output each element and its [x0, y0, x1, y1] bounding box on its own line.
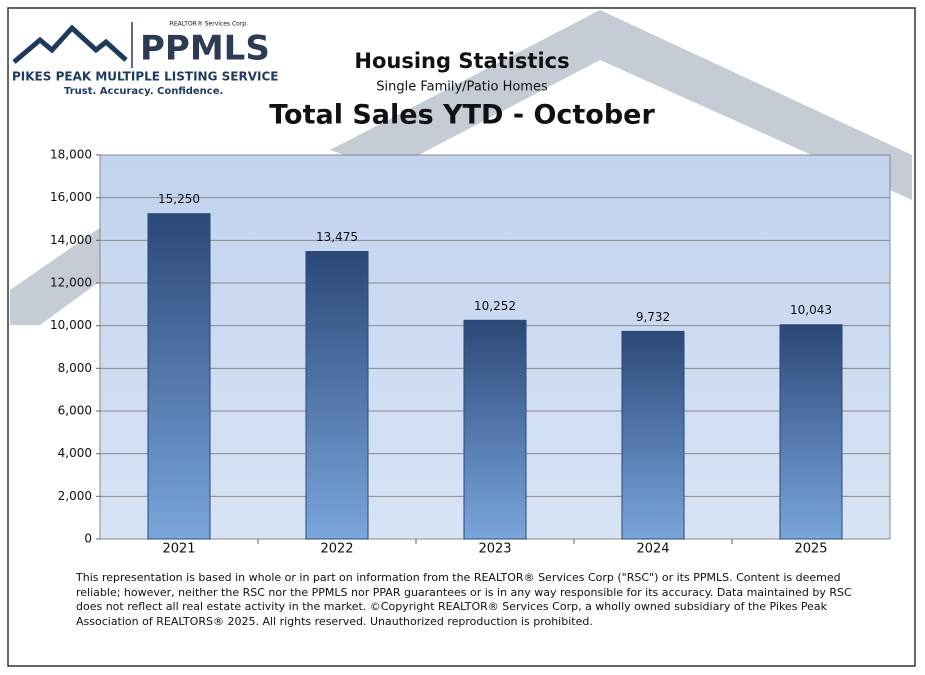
watermark	[330, 10, 912, 200]
chart-heading: Total Sales YTD - October	[269, 100, 655, 131]
x-tick-label: 2022	[320, 542, 353, 557]
y-tick-label: 0	[84, 532, 92, 546]
y-tick-label: 6,000	[58, 404, 92, 418]
value-label: 10,043	[790, 303, 832, 317]
x-tick-label: 2024	[636, 542, 669, 557]
x-tick-label: 2025	[794, 542, 827, 557]
value-label: 10,252	[474, 299, 516, 313]
y-tick-label: 18,000	[50, 148, 92, 162]
logo-mountains	[12, 24, 128, 64]
y-tick-label: 2,000	[58, 489, 92, 503]
bar	[621, 330, 685, 540]
logo-name: PIKES PEAK MULTIPLE LISTING SERVICE	[12, 70, 278, 84]
chart-title: Housing Statistics	[354, 49, 569, 73]
value-label: 9,732	[636, 310, 670, 324]
y-tick-label: 16,000	[50, 190, 92, 204]
bar	[779, 324, 843, 540]
y-tick-label: 14,000	[50, 233, 92, 247]
logo-brand: PPMLS	[140, 29, 270, 69]
chart-subtitle: Single Family/Patio Homes	[376, 80, 548, 95]
bar	[305, 251, 369, 540]
x-tick-label: 2023	[478, 542, 511, 557]
bar	[463, 319, 527, 540]
bar	[147, 213, 211, 540]
value-label: 13,475	[316, 230, 358, 244]
y-tick-label: 12,000	[50, 276, 92, 290]
y-tick-label: 10,000	[50, 318, 92, 332]
y-tick-label: 4,000	[58, 446, 92, 460]
logo-corp: REALTOR® Services Corp.	[170, 21, 248, 28]
value-label: 15,250	[158, 192, 200, 206]
logo-tagline: Trust. Accuracy. Confidence.	[64, 86, 223, 97]
x-tick-label: 2021	[162, 542, 195, 557]
y-tick-label: 8,000	[58, 361, 92, 375]
footnote: This representation is based in whole or…	[76, 571, 852, 628]
